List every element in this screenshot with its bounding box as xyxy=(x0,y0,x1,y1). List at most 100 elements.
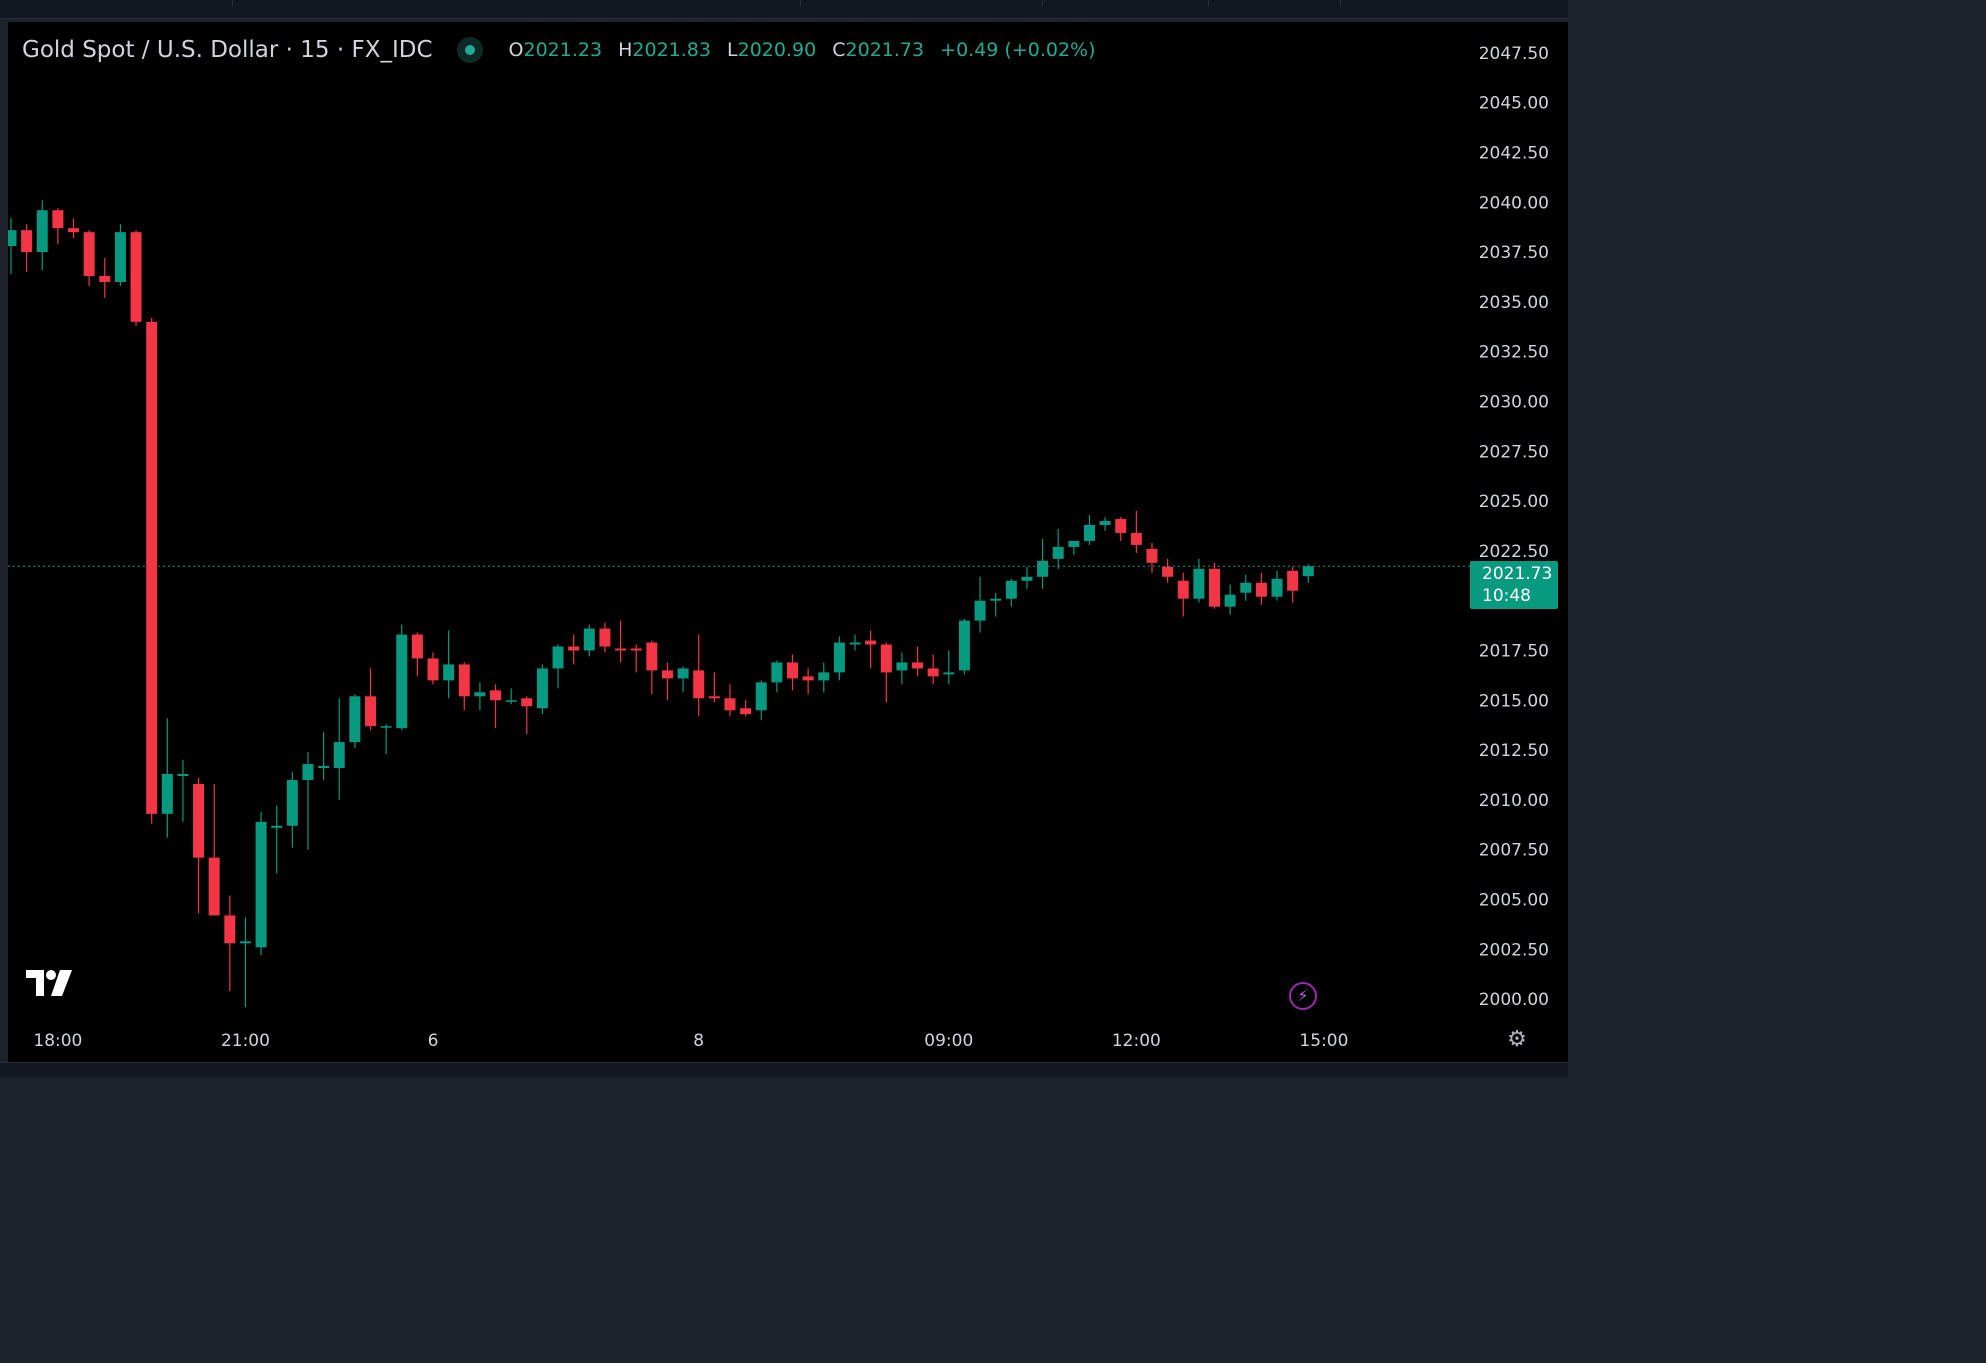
candle-body[interactable] xyxy=(927,668,939,677)
candle-body[interactable] xyxy=(396,634,408,729)
candle-body[interactable] xyxy=(490,690,502,701)
price-tick-label: 2030.00 xyxy=(1479,392,1549,412)
candle-body[interactable] xyxy=(1037,560,1049,577)
candle-body[interactable] xyxy=(333,742,345,769)
candle-body[interactable] xyxy=(286,779,298,826)
change-value: +0.49 (+0.02%) xyxy=(940,39,1096,61)
candle-body[interactable] xyxy=(1193,568,1205,599)
candle-body[interactable] xyxy=(99,275,111,282)
candle-body[interactable] xyxy=(943,672,955,675)
candle-body[interactable] xyxy=(818,672,830,681)
candle-body[interactable] xyxy=(208,857,220,916)
candle-body[interactable] xyxy=(1224,594,1236,607)
candle-body[interactable] xyxy=(224,915,236,944)
candle-body[interactable] xyxy=(693,670,705,699)
candlestick-chart[interactable]: 2000.00 2002.50 2005.00 2007.50 2010.00 2012.… xyxy=(8,22,1568,1062)
candle-body[interactable] xyxy=(21,230,33,253)
price-axis[interactable]: 2000.00 2002.50 2005.00 2007.50 2010.00 2012.… xyxy=(1479,44,1549,1010)
candle-body[interactable] xyxy=(177,773,189,776)
candle-body[interactable] xyxy=(68,228,80,233)
candle-body[interactable] xyxy=(1209,568,1221,607)
candle-body[interactable] xyxy=(443,664,455,681)
candle-body[interactable] xyxy=(364,696,376,727)
symbol-legend: Gold Spot / U.S. Dollar · 15 · FX_IDC O2… xyxy=(22,36,1096,64)
candle-body[interactable] xyxy=(912,662,924,669)
candle-body[interactable] xyxy=(271,825,283,828)
candle-body[interactable] xyxy=(599,628,611,647)
candle-body[interactable] xyxy=(1271,578,1283,597)
candle-body[interactable] xyxy=(161,773,173,814)
candle-body[interactable] xyxy=(411,634,423,659)
candle-body[interactable] xyxy=(865,640,877,645)
chart-pane[interactable]: 2000.00 2002.50 2005.00 2007.50 2010.00 2012.… xyxy=(8,22,1568,1062)
candle-body[interactable] xyxy=(552,646,564,669)
candle-body[interactable] xyxy=(521,698,533,707)
tradingview-logo-icon[interactable] xyxy=(24,968,74,998)
candle-body[interactable] xyxy=(1021,576,1033,581)
candle-body[interactable] xyxy=(458,664,470,697)
candle-body[interactable] xyxy=(880,644,892,673)
candle-body[interactable] xyxy=(1052,546,1064,559)
candle-body[interactable] xyxy=(505,700,517,702)
candle-body[interactable] xyxy=(474,692,486,697)
candle-body[interactable] xyxy=(755,682,767,711)
candle-body[interactable] xyxy=(724,698,736,711)
candle-body[interactable] xyxy=(1068,540,1080,547)
candle-body[interactable] xyxy=(1302,566,1314,577)
candle-body[interactable] xyxy=(1287,570,1299,591)
candle-body[interactable] xyxy=(974,600,986,621)
candle-body[interactable] xyxy=(958,620,970,671)
lightning-bolt-icon[interactable]: ⚡ xyxy=(1289,982,1317,1010)
toolbar-separator xyxy=(1208,0,1209,6)
candle-body[interactable] xyxy=(83,232,95,276)
candle-body[interactable] xyxy=(896,662,908,671)
candle-body[interactable] xyxy=(52,210,64,229)
candle-body[interactable] xyxy=(1083,524,1095,541)
candle-body[interactable] xyxy=(1005,580,1017,599)
candle-body[interactable] xyxy=(1130,532,1142,545)
candle-body[interactable] xyxy=(318,766,330,769)
candle-body[interactable] xyxy=(615,648,627,651)
candle-body[interactable] xyxy=(708,696,720,699)
toolbar-separator xyxy=(1042,0,1043,6)
candle-body[interactable] xyxy=(990,598,1002,601)
candle-body[interactable] xyxy=(1240,582,1252,593)
candle-body[interactable] xyxy=(1255,582,1267,597)
candle-body[interactable] xyxy=(146,321,158,814)
candle-body[interactable] xyxy=(630,648,642,651)
price-tick-label: 2000.00 xyxy=(1479,990,1549,1010)
candle-body[interactable] xyxy=(1099,521,1111,525)
candle-body[interactable] xyxy=(36,210,48,253)
candle-body[interactable] xyxy=(740,708,752,715)
candle-body[interactable] xyxy=(1146,548,1158,563)
price-tick-label: 2045.00 xyxy=(1479,94,1549,114)
candle-body[interactable] xyxy=(787,662,798,679)
candle-body[interactable] xyxy=(771,662,783,683)
candle-body[interactable] xyxy=(568,646,580,651)
candle-body[interactable] xyxy=(849,642,861,645)
candle-body[interactable] xyxy=(255,821,267,948)
candle-body[interactable] xyxy=(1115,519,1127,533)
candle-body[interactable] xyxy=(8,230,17,247)
candle-body[interactable] xyxy=(380,726,392,728)
candle-body[interactable] xyxy=(1177,580,1189,599)
price-tick-label: 2022.50 xyxy=(1479,542,1549,562)
candle-body[interactable] xyxy=(833,642,845,673)
candle-body[interactable] xyxy=(349,696,361,743)
candle-body[interactable] xyxy=(427,658,439,681)
candle-body[interactable] xyxy=(583,628,595,651)
candle-body[interactable] xyxy=(677,668,689,679)
candle-body[interactable] xyxy=(193,783,205,858)
candle-body[interactable] xyxy=(1162,566,1174,577)
gear-icon[interactable]: ⚙ xyxy=(1507,1027,1527,1052)
candle-body[interactable] xyxy=(661,670,673,679)
candle-body[interactable] xyxy=(130,232,142,322)
symbol-title[interactable]: Gold Spot / U.S. Dollar · 15 · FX_IDC xyxy=(22,37,433,63)
time-axis[interactable]: 18:00 21:00 6 8 09:00 12:00 15:00 xyxy=(33,1031,1348,1051)
candle-body[interactable] xyxy=(646,642,658,671)
candle-body[interactable] xyxy=(536,668,548,709)
candle-body[interactable] xyxy=(239,941,251,944)
candle-body[interactable] xyxy=(302,764,314,780)
candle-body[interactable] xyxy=(114,232,126,282)
candle-body[interactable] xyxy=(802,676,814,681)
